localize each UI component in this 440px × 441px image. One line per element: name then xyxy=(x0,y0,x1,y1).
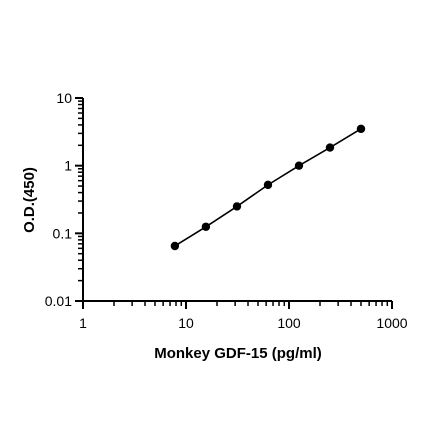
y-tick-label: 1 xyxy=(64,158,72,174)
axes xyxy=(82,98,392,302)
data-point xyxy=(325,143,335,152)
y-tick-label: 0.1 xyxy=(53,225,73,241)
data-point xyxy=(263,180,273,190)
x-tick-label: 100 xyxy=(277,315,301,331)
x-tick-label: 10 xyxy=(178,315,194,331)
ticks: 1 10 100 1000 0.01 0.1 1 10 xyxy=(45,90,408,331)
x-tick-label: 1 xyxy=(79,315,87,331)
data-point xyxy=(170,241,180,251)
data-point xyxy=(294,161,304,170)
data-point xyxy=(232,202,242,211)
y-tick-label: 0.01 xyxy=(45,293,72,309)
x-axis-title: Monkey GDF-15 (pg/ml) xyxy=(154,345,322,362)
data-point xyxy=(356,124,366,134)
y-tick-label: 10 xyxy=(56,90,72,106)
x-tick-label: 1000 xyxy=(376,315,407,331)
data-point xyxy=(201,222,211,231)
y-axis-title: O.D.(450) xyxy=(21,167,38,233)
data-points xyxy=(170,124,366,251)
